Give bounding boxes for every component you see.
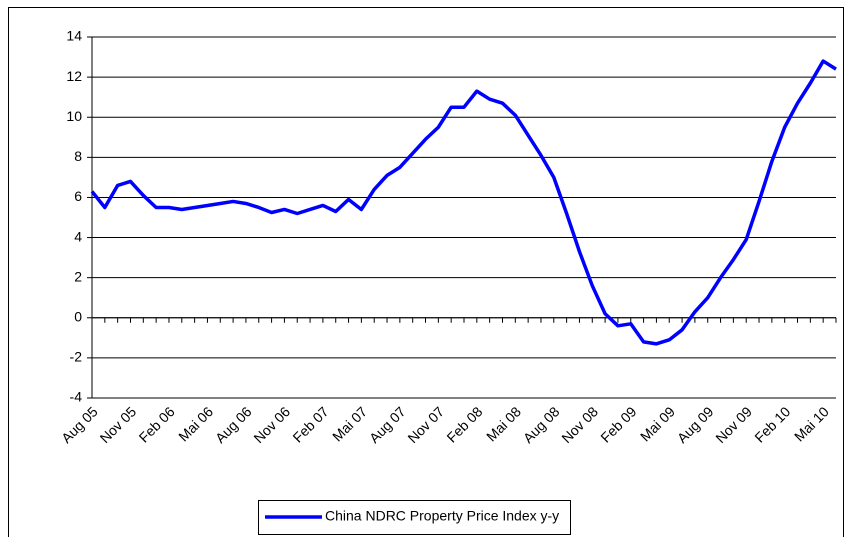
y-tick-label: 14 [66,28,82,44]
y-tick-label: 12 [66,68,82,84]
y-tick-label: 0 [74,308,82,324]
series-line [90,59,837,346]
chart-border [8,7,844,537]
y-tick-label: 4 [74,228,82,244]
y-tick-label: 2 [74,268,82,284]
y-tick-label: -2 [70,349,83,365]
y-tick-label: 10 [66,108,82,124]
legend-label: China NDRC Property Price Index y-y [325,508,559,524]
y-tick-label: 6 [74,188,82,204]
y-tick-label: -4 [70,389,83,405]
y-tick-label: 8 [74,148,82,164]
legend: China NDRC Property Price Index y-y [258,500,571,535]
